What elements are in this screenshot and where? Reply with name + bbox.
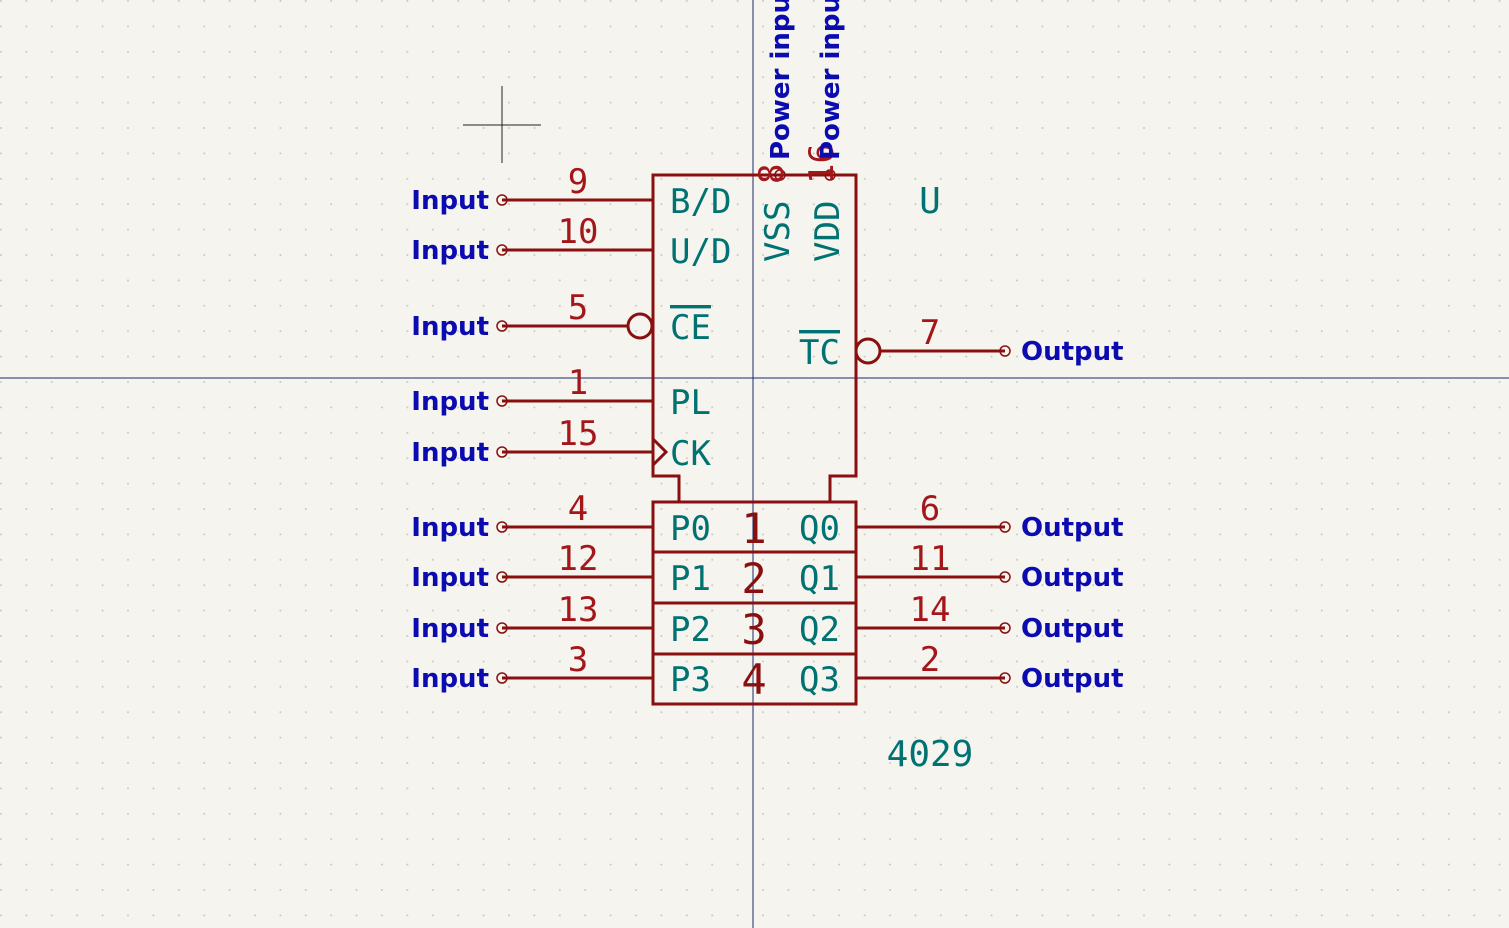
pin-6-type: Output <box>1021 513 1124 543</box>
pin-8-endpoint[interactable] <box>774 169 786 181</box>
pin-3-number: 3 <box>568 640 588 680</box>
pin-7-name: TC <box>799 333 840 373</box>
pin-13-endpoint[interactable] <box>496 622 508 634</box>
pin-14-type: Output <box>1021 614 1124 644</box>
pin-5-name: CE <box>670 308 711 348</box>
reference-field[interactable]: U <box>919 181 941 222</box>
pin-5-inversion-bubble <box>626 312 654 340</box>
pin-14-endpoint[interactable] <box>999 622 1011 634</box>
pin-9-name: B/D <box>670 182 731 222</box>
pin-10-number: 10 <box>558 212 599 252</box>
pin-16-type: Power input <box>816 0 846 160</box>
pin-1-number: 1 <box>568 363 588 403</box>
pin-13-number: 13 <box>558 590 599 630</box>
unit-number-3: 3 <box>741 605 766 654</box>
pin-4-type: Input <box>411 513 489 543</box>
pin-11-number: 11 <box>910 539 951 579</box>
pin-6-name: Q0 <box>799 509 840 549</box>
pin-12-number: 12 <box>558 539 599 579</box>
cursor-crosshair-icon <box>463 86 541 163</box>
pin-12-endpoint[interactable] <box>496 571 508 583</box>
pin-5-endpoint[interactable] <box>496 320 508 332</box>
pin-10-type: Input <box>411 236 489 266</box>
pin-15-endpoint[interactable] <box>496 446 508 458</box>
pin-15-clock-marker <box>651 437 669 467</box>
pin-5-number: 5 <box>568 288 588 328</box>
pin-1-type: Input <box>411 387 489 417</box>
pin-15-number: 15 <box>558 414 599 454</box>
pin-7-type: Output <box>1021 337 1124 367</box>
pin-6-number: 6 <box>920 489 940 529</box>
pin-11-name: Q1 <box>799 559 840 599</box>
pin-16-number: 16 <box>802 143 842 184</box>
pin-7-endpoint[interactable] <box>999 345 1011 357</box>
pin-5-type: Input <box>411 312 489 342</box>
pin-9-type: Input <box>411 186 489 216</box>
pin-8-type: Power input <box>766 0 796 160</box>
pin-12-type: Input <box>411 563 489 593</box>
pin-1-name: PL <box>670 383 711 423</box>
unit-number-2: 2 <box>741 554 766 603</box>
unit-number-4: 4 <box>741 655 766 704</box>
pin-16-name: VDD <box>808 201 848 262</box>
pin-11-type: Output <box>1021 563 1124 593</box>
pin-14-number: 14 <box>910 590 951 630</box>
pin-4-endpoint[interactable] <box>496 521 508 533</box>
pin-8-number: 8 <box>752 164 792 184</box>
pin-13-type: Input <box>411 614 489 644</box>
pin-3-name: P3 <box>670 660 711 700</box>
pin-9-endpoint[interactable] <box>496 194 508 206</box>
pin-13-name: P2 <box>670 610 711 650</box>
pin-1-endpoint[interactable] <box>496 395 508 407</box>
pin-8-name: VSS <box>758 201 798 262</box>
pin-14-name: Q2 <box>799 610 840 650</box>
pin-6-endpoint[interactable] <box>999 521 1011 533</box>
pin-16-endpoint[interactable] <box>824 169 836 181</box>
unit-number-1: 1 <box>741 504 766 553</box>
pin-11-endpoint[interactable] <box>999 571 1011 583</box>
pin-2-number: 2 <box>920 640 940 680</box>
pin-15-type: Input <box>411 438 489 468</box>
pin-2-endpoint[interactable] <box>999 672 1011 684</box>
pin-7-inversion-bubble <box>854 337 882 365</box>
pin-4-name: P0 <box>670 509 711 549</box>
pin-9-number: 9 <box>568 162 588 202</box>
pin-2-name: Q3 <box>799 660 840 700</box>
value-field[interactable]: 4029 <box>887 734 974 775</box>
pin-3-type: Input <box>411 664 489 694</box>
pin-4-number: 4 <box>568 489 588 529</box>
pin-7-number: 7 <box>920 313 940 353</box>
pin-10-name: U/D <box>670 232 731 272</box>
pin-3-endpoint[interactable] <box>496 672 508 684</box>
pin-15-name: CK <box>670 434 711 474</box>
pin-10-endpoint[interactable] <box>496 244 508 256</box>
pin-2-type: Output <box>1021 664 1124 694</box>
pin-12-name: P1 <box>670 559 711 599</box>
